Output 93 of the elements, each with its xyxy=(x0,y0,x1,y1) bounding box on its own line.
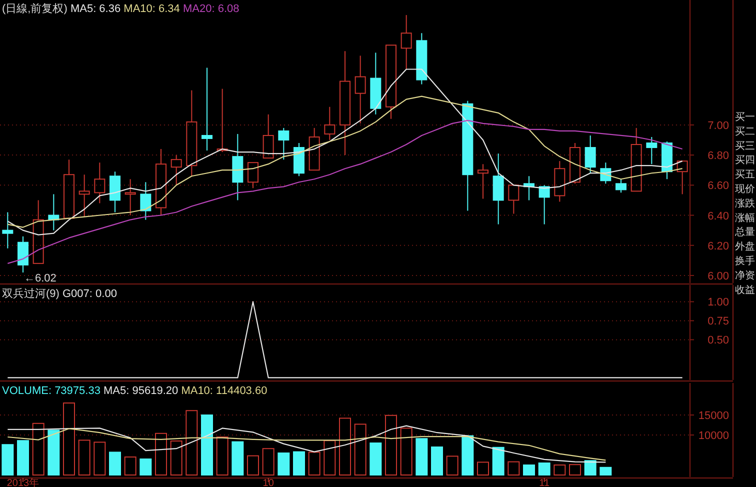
bar xyxy=(584,460,596,476)
chart-title: (日線,前复权) xyxy=(2,3,70,15)
text: 买三 xyxy=(735,140,755,152)
text: MA10: 6.34 xyxy=(124,3,183,15)
bar xyxy=(446,456,458,476)
bar xyxy=(600,466,612,476)
bar xyxy=(155,432,167,476)
candlestick xyxy=(554,160,566,202)
candlestick xyxy=(124,178,136,216)
candlestick xyxy=(400,14,412,70)
y-tick-label: 0.50 xyxy=(708,334,729,347)
bar xyxy=(278,452,290,476)
text: MA10: 114403.60 xyxy=(181,385,268,397)
bar xyxy=(569,464,581,476)
y-tick-label: 0.75 xyxy=(708,316,729,328)
text: 涨跌 xyxy=(735,197,755,210)
candlestick xyxy=(340,50,350,156)
text: 买一 xyxy=(735,112,755,123)
bar xyxy=(247,455,259,476)
bar xyxy=(293,451,305,476)
y-tick-label: 6.80 xyxy=(708,150,729,162)
y-tick-label: 1.00 xyxy=(708,296,729,309)
candlestick xyxy=(140,182,152,220)
y-tick-label: 15000 xyxy=(698,410,729,422)
bar xyxy=(354,424,366,476)
candlestick xyxy=(202,67,212,152)
candlestick xyxy=(94,162,106,204)
bar xyxy=(477,462,489,476)
text: 总量 xyxy=(734,226,755,238)
candlestick xyxy=(18,236,28,273)
bar xyxy=(17,440,29,476)
bar xyxy=(262,448,274,476)
bar xyxy=(232,441,244,476)
y-tick-label: 7.00 xyxy=(708,120,729,132)
y-tick-label: 6.40 xyxy=(708,210,729,222)
bar xyxy=(554,464,566,476)
bar xyxy=(370,442,382,476)
bar xyxy=(538,462,550,476)
bar xyxy=(508,461,520,476)
candlestick xyxy=(78,174,90,218)
x-tick-label: 2013年 xyxy=(6,477,40,487)
text: 买二 xyxy=(735,126,755,138)
chart-title: 双兵过河(9) xyxy=(2,287,62,300)
text: 换手 xyxy=(735,255,755,267)
text: 涨幅 xyxy=(735,212,755,224)
text: 外盘 xyxy=(735,240,755,253)
text: MA20: 6.08 xyxy=(182,3,240,15)
y-tick-label: 6.60 xyxy=(708,180,729,192)
text: MA5: 95619.20 xyxy=(104,385,182,397)
bar xyxy=(32,422,44,476)
candlestick xyxy=(232,133,244,201)
bar xyxy=(201,414,213,476)
bar xyxy=(186,410,198,476)
series-label: VOLUME: 73975.33 xyxy=(2,385,104,397)
bar xyxy=(416,438,428,476)
bar xyxy=(170,440,182,476)
bar xyxy=(140,458,152,476)
bar xyxy=(339,418,351,476)
bar xyxy=(94,442,106,476)
y-tick-label: 10000 xyxy=(698,430,729,442)
text: G007: 0.00 xyxy=(62,288,117,300)
text: 买五 xyxy=(735,170,755,181)
candlestick xyxy=(2,212,14,249)
x-tick-label: 11 xyxy=(539,478,550,487)
bar xyxy=(78,440,90,476)
bar xyxy=(109,452,121,476)
bar xyxy=(63,402,75,476)
x-tick-label: 10 xyxy=(262,478,274,487)
bar xyxy=(324,440,336,476)
bar xyxy=(523,464,535,476)
candlestick xyxy=(478,164,488,200)
bar xyxy=(124,456,136,476)
bar xyxy=(48,430,60,476)
bar xyxy=(431,446,443,476)
text: 现价 xyxy=(735,183,755,195)
y-tick-label: 6.00 xyxy=(708,270,729,282)
text: MA5: 6.36 xyxy=(70,3,124,15)
bar xyxy=(492,446,504,476)
candlestick xyxy=(492,153,504,225)
text: 买四 xyxy=(735,155,755,166)
y-tick-label: 6.20 xyxy=(708,240,729,252)
bar xyxy=(385,414,397,476)
annotation: ←6.02 xyxy=(24,272,56,284)
bar xyxy=(462,435,474,476)
bar xyxy=(2,444,14,476)
candlestick xyxy=(186,90,198,177)
bar xyxy=(308,452,320,476)
text: 净资 xyxy=(735,269,755,282)
bar xyxy=(216,436,228,476)
candlestick xyxy=(324,106,336,140)
text: 收益 xyxy=(735,284,755,296)
bar xyxy=(400,428,412,476)
candlestick xyxy=(354,55,366,124)
